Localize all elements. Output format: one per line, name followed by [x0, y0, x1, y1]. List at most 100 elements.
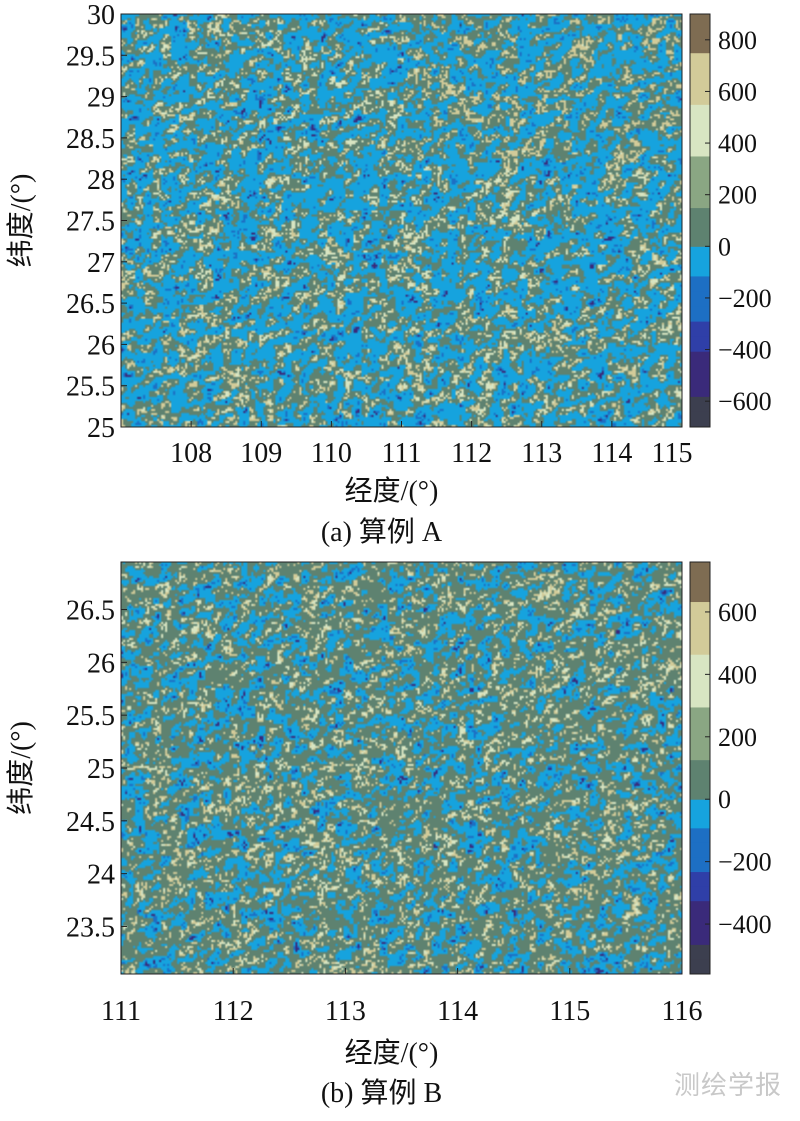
colorbar-segment	[690, 667, 710, 682]
x-tick-label: 114	[591, 438, 632, 469]
y-axis-label: 纬度/(°)	[5, 721, 37, 815]
colorbar-segment	[690, 207, 710, 221]
y-tick-label: 25	[87, 413, 115, 444]
x-axis-label: 经度/(°)	[345, 475, 439, 507]
colorbar-segment	[690, 233, 710, 247]
colorbar-segment	[690, 220, 710, 234]
x-tick-label: 111	[382, 438, 422, 469]
colorbar-segment	[690, 720, 710, 734]
colorbar-segment	[690, 155, 710, 170]
colorbar-segment	[690, 411, 710, 428]
colorbar-segment	[690, 14, 710, 28]
y-tick-label: 26	[87, 330, 115, 361]
x-tick-label: 115	[652, 438, 693, 469]
y-tick-label: 23.5	[66, 912, 115, 943]
colorbar-tick-label: −200	[718, 284, 772, 313]
y-tick-label: 27	[87, 248, 115, 279]
y-tick-label: 28.5	[66, 124, 115, 155]
colorbar-segment	[690, 733, 710, 747]
colorbar-tick-label: 800	[718, 26, 757, 55]
colorbar-segment	[690, 168, 710, 183]
colorbar-segment	[690, 857, 710, 873]
colorbar-segment	[690, 575, 710, 589]
colorbar-segment	[690, 959, 710, 975]
colorbar-segment	[690, 614, 710, 629]
colorbar-segment	[690, 26, 710, 41]
colorbar-segment	[690, 181, 710, 196]
colorbar-segment	[690, 104, 710, 118]
y-tick-label: 24.5	[66, 807, 115, 838]
colorbar-segment	[690, 366, 710, 383]
colorbar-segment	[690, 351, 710, 368]
x-tick-label: 111	[101, 996, 141, 1027]
colorbar-segment	[690, 786, 710, 800]
colorbar-tick-label: 400	[718, 660, 757, 689]
x-tick-label: 114	[437, 996, 478, 1027]
colorbar-tick-label: 0	[718, 232, 731, 261]
colorbar-segment	[690, 872, 710, 888]
colorbar-segment	[690, 336, 710, 353]
colorbar-segment	[690, 842, 710, 858]
colorbar-segment	[690, 562, 710, 576]
x-tick-label: 113	[521, 438, 562, 469]
colorbar-segment	[690, 381, 710, 398]
x-tick-label: 115	[549, 996, 590, 1027]
colorbar-segment	[690, 772, 710, 787]
y-tick-label: 26.5	[66, 289, 115, 320]
colorbar-tick-label: 0	[718, 785, 731, 814]
colorbar-tick-label: 200	[718, 723, 757, 752]
colorbar-segment	[690, 901, 710, 917]
colorbar-segment	[690, 143, 710, 157]
colorbar-frame	[689, 561, 711, 975]
x-tick-label: 109	[240, 438, 282, 469]
heatmap-chart-a: 108 109 110 111 112 113 114 115 25 25.5 26 26.5 27 27…	[5, 0, 772, 548]
colorbar-tick-label: 600	[718, 77, 757, 106]
colorbar-segment	[690, 117, 710, 131]
y-tick-label: 25	[87, 754, 115, 785]
x-tick-label: 108	[170, 438, 212, 469]
colorbar-segment	[690, 39, 710, 54]
y-tick-label: 29.5	[66, 41, 115, 72]
y-tick-label: 25.5	[66, 701, 115, 732]
watermark: 测绘学报	[673, 1071, 782, 1101]
colorbar-segment	[690, 915, 710, 931]
panel-caption: (b) 算例 B	[321, 1077, 442, 1109]
colorbar-segment	[690, 194, 710, 209]
panel-a: 108 109 110 111 112 113 114 115 25 25.5 26 26.5 27 27…	[0, 0, 800, 552]
colorbar-segment	[690, 706, 710, 721]
colorbar-tick-label: −600	[718, 387, 772, 416]
colorbar-segment	[690, 886, 710, 902]
colorbar-frame	[689, 13, 711, 428]
heatmap-field	[121, 562, 682, 974]
colorbar-segment	[690, 291, 710, 308]
colorbar-segment	[690, 693, 710, 708]
y-tick-label: 30	[87, 0, 115, 31]
colorbar-segment	[690, 641, 710, 655]
y-tick-label: 25.5	[66, 372, 115, 403]
x-tick-label: 112	[213, 996, 254, 1027]
colorbar-segment	[690, 654, 710, 668]
y-tick-label: 28	[87, 165, 115, 196]
colorbar-segment	[690, 813, 710, 829]
colorbar-segment	[690, 321, 710, 338]
colorbar-segment	[690, 759, 710, 774]
colorbar-segment	[690, 306, 710, 323]
x-axis-label: 经度/(°)	[345, 1037, 439, 1069]
colorbar-tick-label: −400	[718, 336, 772, 365]
colorbar-segment	[690, 627, 710, 642]
colorbar-segment	[690, 52, 710, 67]
panel-caption: (a) 算例 A	[321, 516, 443, 548]
colorbar-segment	[690, 944, 710, 960]
colorbar-segment	[690, 828, 710, 844]
y-tick-label: 24	[87, 860, 115, 891]
colorbar-segment	[690, 746, 710, 761]
colorbar-segment	[690, 78, 710, 92]
colorbar-tick-label: 600	[718, 598, 757, 627]
colorbar-tick-label: −400	[718, 910, 772, 939]
y-tick-label: 26.5	[66, 596, 115, 627]
y-tick-label: 27.5	[66, 207, 115, 238]
y-tick-label: 26	[87, 648, 115, 679]
colorbar-segment	[690, 246, 710, 262]
colorbar-segment	[690, 930, 710, 946]
colorbar-segment	[690, 261, 710, 277]
